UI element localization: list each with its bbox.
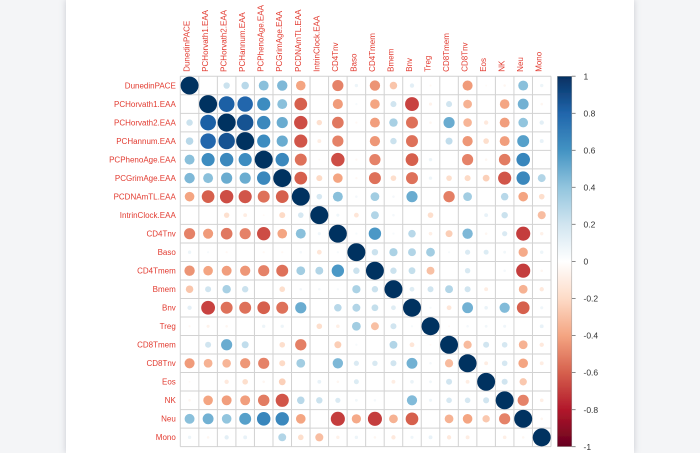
svg-text:0.2: 0.2 (584, 220, 596, 230)
svg-text:Mono: Mono (156, 433, 177, 442)
svg-text:CD8Tnv: CD8Tnv (461, 42, 470, 71)
svg-text:Bnv: Bnv (162, 304, 176, 313)
svg-text:IntrinClock.EAA: IntrinClock.EAA (120, 211, 177, 220)
svg-text:CD4Tnv: CD4Tnv (146, 229, 175, 238)
svg-text:CD4Tmem: CD4Tmem (137, 267, 176, 276)
svg-text:CD4Tmem: CD4Tmem (368, 33, 377, 72)
svg-text:PCPhenoAge.EAA: PCPhenoAge.EAA (257, 4, 266, 71)
svg-text:NK: NK (498, 60, 507, 72)
svg-text:PCHannum.EAA: PCHannum.EAA (238, 12, 247, 72)
svg-text:Treg: Treg (424, 56, 433, 72)
svg-text:-0.6: -0.6 (584, 368, 599, 378)
svg-text:Bnv: Bnv (405, 58, 414, 72)
svg-text:Eos: Eos (162, 378, 176, 387)
svg-text:-0.2: -0.2 (584, 294, 599, 304)
svg-text:PCGrimAge.EAA: PCGrimAge.EAA (275, 10, 284, 72)
svg-text:Neu: Neu (161, 415, 176, 424)
svg-text:PCGrimAge.EAA: PCGrimAge.EAA (115, 174, 177, 183)
svg-text:DunedinPACE: DunedinPACE (183, 21, 192, 72)
svg-text:Baso: Baso (158, 248, 177, 257)
svg-text:PCDNAmTL.EAA: PCDNAmTL.EAA (294, 9, 303, 72)
svg-text:Bmem: Bmem (153, 285, 176, 294)
svg-text:-0.8: -0.8 (584, 405, 599, 415)
svg-text:DunedinPACE: DunedinPACE (125, 81, 176, 90)
svg-text:NK: NK (165, 396, 177, 405)
svg-text:PCHorvath1.EAA: PCHorvath1.EAA (114, 100, 176, 109)
svg-text:Eos: Eos (479, 58, 488, 72)
svg-text:PCHannum.EAA: PCHannum.EAA (116, 137, 176, 146)
svg-text:Treg: Treg (160, 322, 176, 331)
svg-text:PCHorvath1.EAA: PCHorvath1.EAA (201, 9, 210, 71)
svg-text:PCDNAmTL.EAA: PCDNAmTL.EAA (114, 192, 177, 201)
svg-text:Mono: Mono (535, 51, 544, 72)
svg-text:PCHorvath2.EAA: PCHorvath2.EAA (220, 9, 229, 71)
svg-text:PCPhenoAge.EAA: PCPhenoAge.EAA (109, 155, 176, 164)
svg-text:0.8: 0.8 (584, 109, 596, 119)
svg-text:0.6: 0.6 (584, 146, 596, 156)
svg-text:1: 1 (584, 72, 589, 82)
svg-text:Neu: Neu (516, 57, 525, 72)
svg-text:Bmem: Bmem (386, 48, 395, 71)
svg-text:CD8Tmem: CD8Tmem (137, 341, 176, 350)
svg-text:0.4: 0.4 (584, 183, 596, 193)
svg-text:CD8Tmem: CD8Tmem (442, 33, 451, 72)
svg-text:-1: -1 (584, 442, 592, 452)
svg-text:IntrinClock.EAA: IntrinClock.EAA (312, 15, 321, 72)
svg-text:CD8Tnv: CD8Tnv (146, 359, 175, 368)
svg-text:-0.4: -0.4 (584, 331, 599, 341)
svg-text:0: 0 (584, 257, 589, 267)
svg-text:Baso: Baso (349, 53, 358, 72)
svg-text:PCHorvath2.EAA: PCHorvath2.EAA (114, 118, 176, 127)
svg-text:CD4Tnv: CD4Tnv (331, 42, 340, 71)
